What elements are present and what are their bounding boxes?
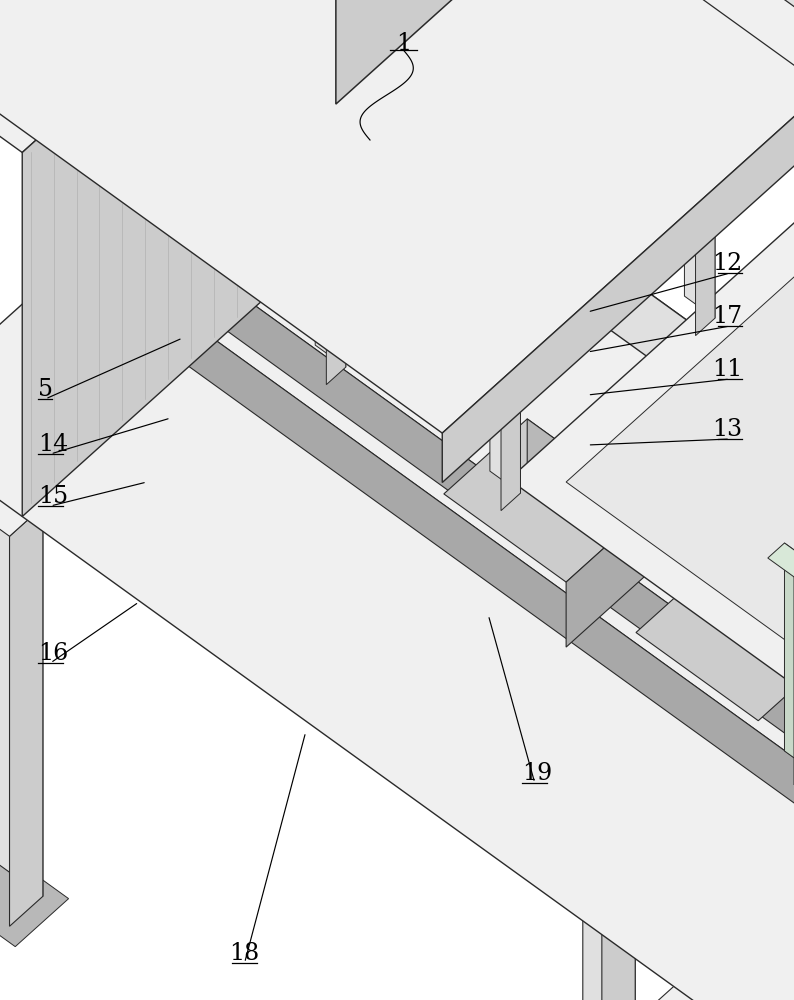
Polygon shape: [22, 0, 384, 516]
Polygon shape: [549, 678, 635, 745]
Polygon shape: [0, 468, 43, 536]
Polygon shape: [558, 0, 614, 318]
Polygon shape: [336, 0, 558, 104]
Polygon shape: [226, 0, 384, 192]
Polygon shape: [291, 298, 794, 877]
Polygon shape: [0, 0, 384, 153]
Text: 17: 17: [712, 305, 742, 328]
Polygon shape: [705, 458, 794, 848]
Text: 14: 14: [38, 433, 68, 456]
Text: 19: 19: [522, 762, 553, 785]
Polygon shape: [10, 506, 43, 926]
Polygon shape: [291, 168, 376, 236]
Polygon shape: [566, 507, 649, 647]
Polygon shape: [719, 558, 794, 711]
Polygon shape: [58, 226, 794, 934]
Polygon shape: [324, 298, 794, 912]
Polygon shape: [553, 0, 614, 268]
Polygon shape: [75, 192, 794, 873]
Polygon shape: [602, 715, 635, 1000]
Polygon shape: [780, 521, 794, 941]
Text: 13: 13: [712, 418, 742, 441]
Polygon shape: [784, 543, 794, 770]
Polygon shape: [0, 47, 794, 1000]
Polygon shape: [308, 47, 794, 774]
Polygon shape: [542, 326, 595, 754]
Polygon shape: [326, 53, 345, 385]
Polygon shape: [665, 0, 715, 21]
Polygon shape: [97, 192, 794, 898]
Polygon shape: [442, 28, 794, 483]
Polygon shape: [689, 972, 742, 1000]
Text: 12: 12: [712, 252, 742, 275]
Polygon shape: [636, 558, 794, 721]
Polygon shape: [0, 468, 43, 896]
Polygon shape: [315, 30, 345, 367]
Text: 15: 15: [38, 485, 68, 508]
Polygon shape: [509, 326, 595, 394]
Polygon shape: [684, 0, 715, 318]
Text: 16: 16: [38, 642, 68, 665]
Polygon shape: [501, 179, 521, 511]
Polygon shape: [510, 0, 540, 192]
Polygon shape: [470, 157, 521, 196]
Polygon shape: [761, 614, 794, 993]
Text: 18: 18: [229, 942, 260, 965]
Polygon shape: [569, 0, 794, 330]
Polygon shape: [343, 206, 376, 626]
Polygon shape: [444, 419, 649, 582]
Polygon shape: [727, 484, 794, 551]
Polygon shape: [509, 204, 794, 794]
Polygon shape: [521, 0, 540, 210]
Polygon shape: [0, 0, 794, 433]
Polygon shape: [490, 157, 521, 493]
Polygon shape: [0, 838, 68, 947]
Polygon shape: [583, 678, 635, 1000]
Polygon shape: [566, 247, 794, 709]
Polygon shape: [265, 538, 402, 647]
Polygon shape: [503, 0, 794, 340]
Polygon shape: [768, 543, 794, 577]
Polygon shape: [290, 0, 794, 78]
Polygon shape: [696, 4, 715, 336]
Polygon shape: [656, 972, 742, 1000]
Polygon shape: [761, 484, 794, 911]
Polygon shape: [788, 458, 794, 930]
Polygon shape: [296, 30, 345, 70]
Polygon shape: [561, 364, 595, 784]
Polygon shape: [484, 696, 620, 804]
Text: 1: 1: [395, 32, 411, 55]
Polygon shape: [36, 226, 794, 908]
Polygon shape: [324, 168, 376, 596]
Text: 11: 11: [712, 358, 742, 381]
Text: 5: 5: [38, 378, 53, 401]
Polygon shape: [727, 614, 794, 958]
Polygon shape: [702, 853, 794, 962]
Polygon shape: [774, 887, 794, 996]
Polygon shape: [527, 419, 649, 572]
